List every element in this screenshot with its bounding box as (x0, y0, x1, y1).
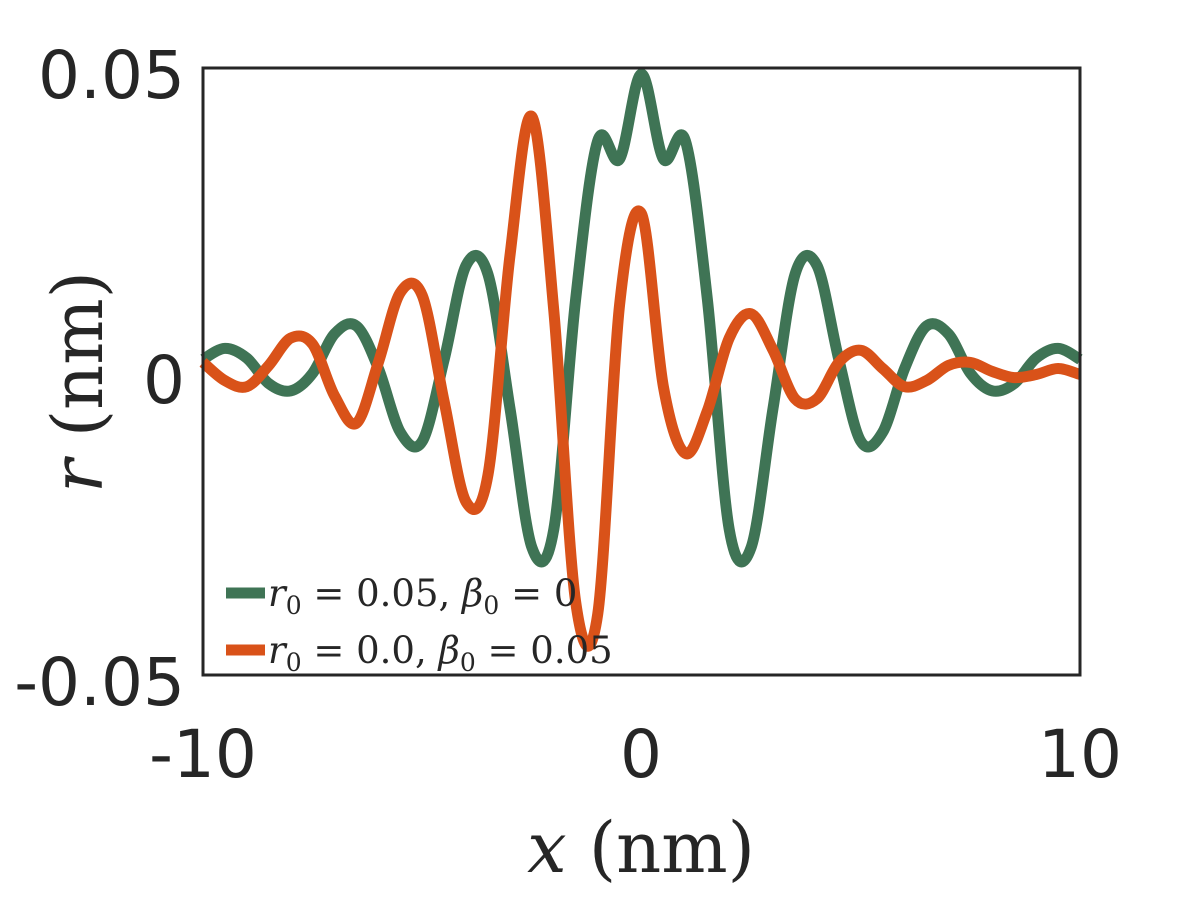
legend-label-series-2: r0 = 0.0, β0 = 0.05 (268, 629, 613, 677)
y-tick-label-bottom: -0.05 (14, 644, 185, 721)
y-tick-label-top: 0.05 (38, 37, 185, 114)
series-line-2 (199, 110, 1082, 652)
y-axis-unit: (nm) (37, 271, 119, 437)
series-line-1 (200, 68, 1083, 568)
x-tick-label-right: 10 (1038, 716, 1122, 793)
legend: r0 = 0.05, β0 = 0 r0 = 0.0, β0 = 0.05 (226, 572, 613, 677)
x-axis-variable: x (527, 807, 566, 889)
legend-label-series-1: r0 = 0.05, β0 = 0 (268, 572, 577, 620)
y-axis-variable: r (37, 456, 119, 493)
series-layer (199, 68, 1083, 652)
y-tick-label-middle: 0 (143, 342, 185, 419)
x-axis-unit: (nm) (589, 807, 755, 889)
x-tick-label-left: -10 (149, 716, 257, 793)
y-axis-label: r (nm) (37, 271, 119, 493)
axes-frame (201, 66, 1082, 677)
x-axis-label: x (nm) (527, 807, 755, 889)
x-tick-label-middle: 0 (620, 716, 662, 793)
